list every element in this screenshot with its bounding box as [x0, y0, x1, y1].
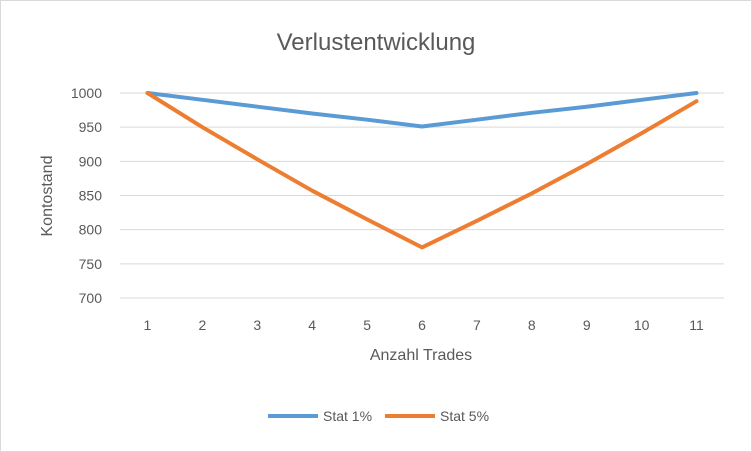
x-tick-label: 1	[144, 317, 152, 333]
y-axis-label: Kontostand	[39, 156, 56, 237]
chart-title: Verlustentwicklung	[277, 29, 476, 56]
y-tick-label: 800	[79, 222, 103, 238]
x-tick-label: 5	[363, 317, 371, 333]
x-axis-ticks: 1 2 3 4 5 6 7 8 9 10 11	[144, 317, 704, 333]
x-tick-label: 3	[253, 317, 261, 333]
y-axis-ticks: 700 750 800 850 900 950 1000	[71, 85, 102, 306]
x-tick-label: 4	[308, 317, 316, 333]
y-tick-label: 900	[79, 153, 103, 169]
y-tick-label: 950	[79, 119, 103, 135]
x-tick-label: 6	[418, 317, 426, 333]
series-line-stat-1	[145, 91, 699, 129]
y-tick-label: 850	[79, 188, 103, 204]
x-tick-label: 11	[689, 317, 704, 333]
x-tick-label: 10	[634, 317, 650, 333]
legend: Stat 1% Stat 5%	[268, 408, 489, 424]
y-tick-label: 1000	[71, 85, 102, 101]
legend-label-stat-5: Stat 5%	[440, 408, 489, 424]
y-tick-label: 700	[79, 290, 103, 306]
series-lines	[145, 91, 699, 250]
x-tick-label: 2	[198, 317, 206, 333]
legend-label-stat-1: Stat 1%	[323, 408, 372, 424]
series-line-stat-5	[145, 91, 699, 250]
x-axis-label: Anzahl Trades	[370, 347, 472, 364]
gridlines	[120, 92, 724, 299]
x-tick-label: 7	[473, 317, 481, 333]
x-tick-label: 9	[583, 317, 591, 333]
x-tick-label: 8	[528, 317, 536, 333]
y-tick-label: 750	[79, 256, 103, 272]
